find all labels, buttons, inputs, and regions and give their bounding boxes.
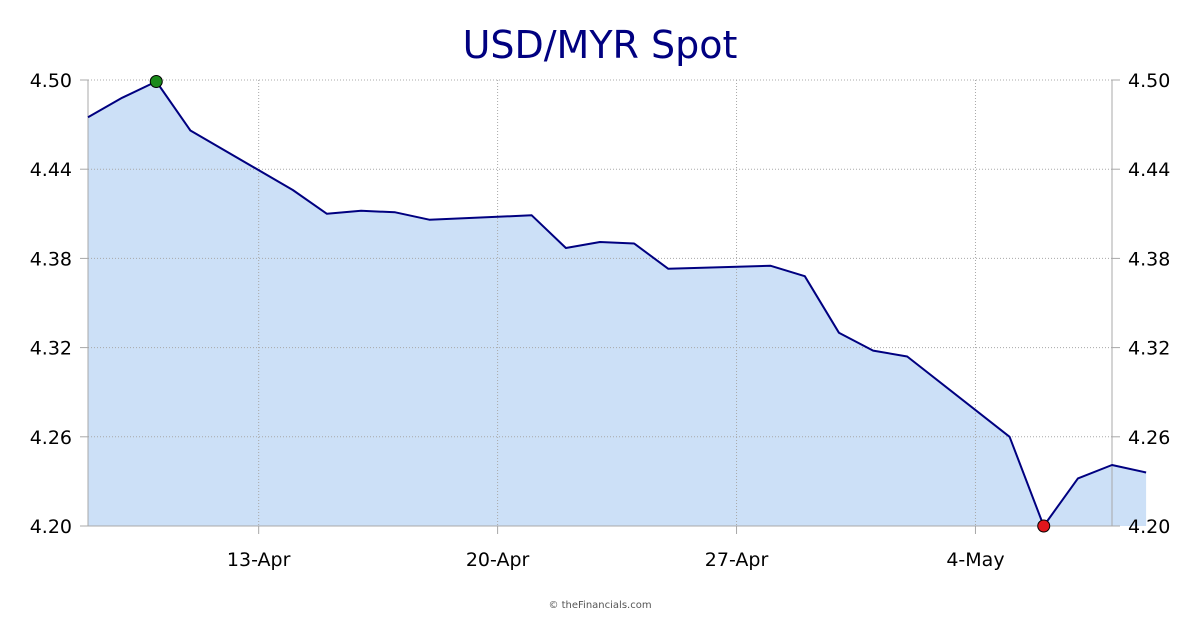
y-tick-label-right: 4.44 — [1128, 159, 1170, 181]
y-tick-label-left: 4.50 — [30, 70, 72, 92]
tick-label-layer: 4.20 4.20 4.26 4.26 4.32 4.32 4.38 4.38 4.44 4.44… — [30, 70, 1171, 571]
chart-credit: © theFinancials.com — [548, 600, 651, 611]
chart-title: USD/MYR Spot — [463, 23, 738, 67]
high-point-marker — [149, 74, 163, 88]
grid-layer — [88, 79, 1112, 527]
y-tick-label-right: 4.50 — [1128, 70, 1170, 92]
y-tick-label-right: 4.38 — [1128, 248, 1170, 270]
x-tick-label: 27-Apr — [705, 549, 769, 571]
y-tick-label-left: 4.32 — [30, 338, 72, 360]
y-tick-label-right: 4.26 — [1128, 427, 1170, 449]
y-tick-label-left: 4.20 — [30, 516, 72, 538]
x-tick-label: 20-Apr — [466, 549, 530, 571]
series-line-layer — [87, 80, 1147, 527]
series-line — [87, 80, 1147, 527]
y-tick-label-left: 4.26 — [30, 427, 72, 449]
series-area — [88, 81, 1147, 526]
y-tick-label-left: 4.44 — [30, 159, 72, 181]
y-tick-label-right: 4.32 — [1128, 338, 1170, 360]
axis-layer — [80, 79, 1120, 534]
x-tick-label: 4-May — [946, 549, 1004, 571]
low-point-marker — [1037, 519, 1051, 533]
marker-layer — [149, 74, 1051, 533]
y-tick-label-right: 4.20 — [1128, 516, 1170, 538]
x-tick-label: 13-Apr — [227, 549, 291, 571]
y-tick-label-left: 4.38 — [30, 248, 72, 270]
area-fill-layer — [88, 81, 1147, 526]
